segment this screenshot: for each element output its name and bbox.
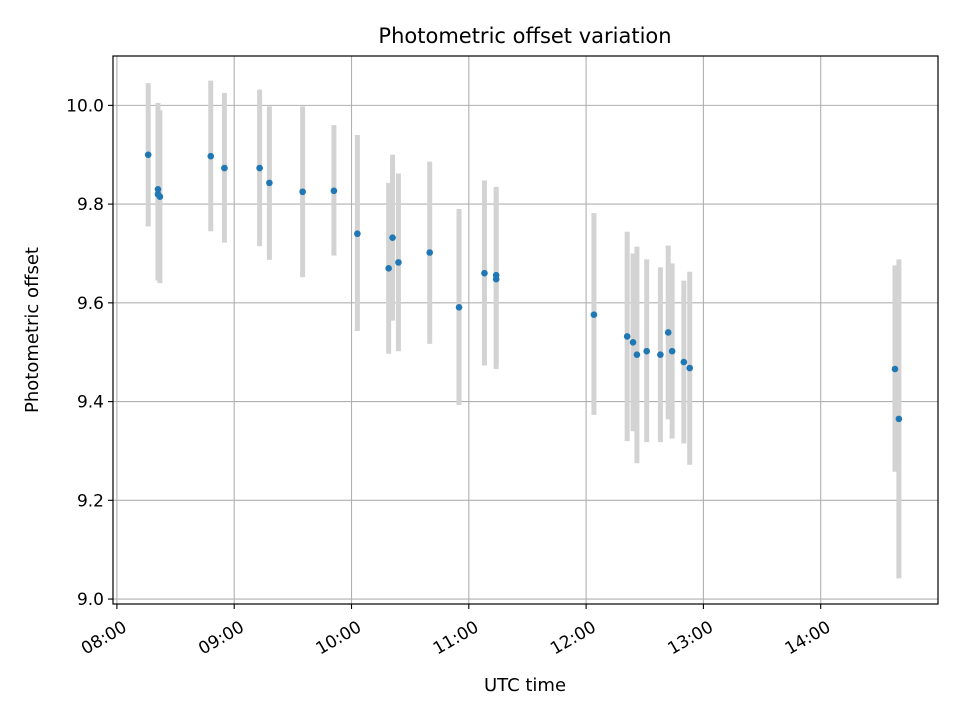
y-tick-label: 9.6: [77, 294, 104, 314]
data-point: [354, 230, 361, 238]
data-point: [266, 179, 273, 187]
data-point: [455, 303, 463, 311]
data-point: [330, 187, 338, 195]
data-point: [492, 275, 500, 283]
data-point: [395, 259, 402, 266]
data-point: [385, 264, 392, 272]
grid-lines: [113, 56, 938, 604]
data-point: [299, 188, 306, 196]
y-tick-label: 10.0: [66, 96, 104, 116]
data-point: [481, 269, 488, 277]
data-point: [668, 347, 676, 355]
data-point: [643, 347, 651, 355]
y-tick-label: 9.0: [77, 590, 104, 610]
data-point: [389, 234, 396, 241]
chart-title: Photometric offset variation: [378, 24, 671, 48]
data-point: [664, 329, 672, 336]
data-point: [426, 249, 434, 256]
data-point: [207, 152, 215, 160]
data-point: [144, 151, 152, 159]
data-point: [686, 364, 694, 372]
data-point: [680, 358, 688, 366]
data-point: [590, 311, 598, 318]
y-tick-label: 9.8: [77, 195, 104, 215]
data-point: [633, 351, 641, 358]
y-tick-label: 9.2: [77, 491, 104, 511]
data-point: [221, 164, 228, 172]
y-axis-title: Photometric offset: [22, 247, 43, 413]
data-point: [629, 339, 637, 346]
data-point: [256, 164, 263, 172]
data-point: [657, 351, 664, 358]
data-point: [895, 415, 903, 423]
data-point: [154, 185, 162, 193]
plot-area-frame: [112, 55, 939, 605]
data-point: [623, 333, 631, 340]
y-axis: 9.0 9.2 9.4 9.6 9.8 10.0: [66, 96, 113, 610]
data-point: [156, 193, 164, 201]
x-axis-title: UTC time: [484, 675, 566, 696]
y-tick-label: 9.4: [77, 393, 104, 413]
data-points: [144, 151, 903, 423]
data-point: [891, 365, 899, 373]
